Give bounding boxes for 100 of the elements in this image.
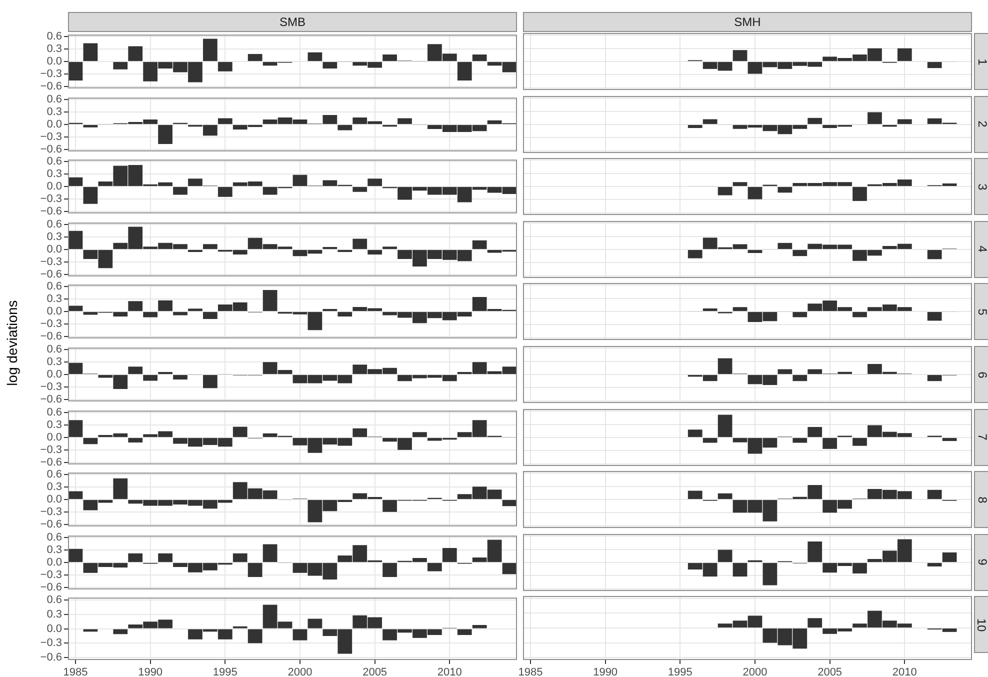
- x-tick-label: 2005: [818, 667, 842, 677]
- bar: [927, 312, 942, 322]
- bar: [398, 118, 412, 124]
- bar: [412, 432, 427, 437]
- bar: [457, 630, 472, 636]
- bar: [68, 491, 83, 500]
- text: 2: [975, 120, 988, 128]
- x-tick-label: 1995: [668, 667, 692, 677]
- y-tick-label: 0.3: [46, 356, 62, 368]
- bar: [897, 48, 912, 61]
- text: 4: [975, 246, 988, 253]
- bar: [322, 62, 338, 69]
- y-tick-label: −0.3: [40, 318, 62, 330]
- bar: [68, 230, 83, 249]
- text: 3: [975, 183, 988, 190]
- bar: [368, 250, 382, 254]
- bar: [188, 308, 202, 312]
- bar: [68, 306, 83, 312]
- bar: [718, 414, 732, 437]
- bar: [128, 438, 143, 442]
- y-tick-label: 0.0: [46, 56, 62, 68]
- bar: [218, 187, 232, 198]
- y-tick-label: 0.3: [46, 294, 62, 306]
- y-tick-label: −0.6: [40, 652, 62, 664]
- bar: [472, 54, 487, 61]
- bar: [83, 43, 98, 61]
- y-tick-label: 0.3: [46, 418, 62, 431]
- bar: [68, 178, 83, 186]
- bar: [248, 630, 262, 644]
- bar: [732, 308, 748, 312]
- bar: [897, 118, 912, 124]
- y-tick-label: 0.0: [46, 243, 62, 256]
- bar: [808, 118, 822, 124]
- bar: [502, 500, 517, 506]
- bar: [732, 182, 748, 186]
- y-tick-label: 0.3: [46, 43, 62, 56]
- bar: [732, 50, 748, 61]
- bar: [113, 62, 128, 70]
- bar: [688, 250, 702, 258]
- bar: [702, 118, 718, 124]
- y-tick-label: −0.3: [40, 130, 62, 143]
- bar: [262, 544, 278, 562]
- y-tick-label: 0.6: [46, 344, 62, 356]
- bar: [113, 478, 128, 500]
- bar: [292, 630, 308, 641]
- bar: [778, 187, 792, 193]
- bar: [128, 553, 143, 562]
- bar: [248, 54, 262, 61]
- bar: [113, 630, 128, 634]
- bar: [158, 300, 172, 312]
- y-tick-label: 0.0: [46, 431, 62, 444]
- y-tick-label: 0.6: [46, 468, 62, 481]
- x-tick-label: 2010: [892, 667, 917, 677]
- x-tick-label: 1990: [593, 667, 618, 677]
- bar: [173, 375, 188, 380]
- y-tick-label: −0.6: [40, 142, 62, 155]
- y-tick-label: −0.6: [40, 80, 62, 92]
- y-tick-label: −0.6: [40, 268, 62, 280]
- y-tick-label: −0.3: [40, 444, 62, 456]
- x-tick-label: 2000: [288, 667, 312, 677]
- y-tick-label: −0.6: [40, 518, 62, 531]
- chart-title: SMH: [523, 12, 972, 32]
- y-tick-label: 0.0: [46, 494, 62, 506]
- bar: [852, 438, 867, 446]
- bar: [852, 312, 867, 318]
- bar: [128, 46, 143, 61]
- bar: [382, 246, 397, 249]
- y-tick-label: 0.6: [46, 218, 62, 230]
- bar: [702, 308, 718, 312]
- y-tick-label: −0.3: [40, 506, 62, 518]
- text: 5: [975, 308, 988, 316]
- bar: [688, 429, 702, 437]
- y-tick-label: −0.6: [40, 206, 62, 218]
- bar: [732, 562, 748, 576]
- text: 6: [975, 371, 988, 378]
- y-tick-label: −0.3: [40, 68, 62, 80]
- bar: [173, 187, 188, 195]
- bar: [927, 490, 942, 500]
- text: 8: [975, 496, 988, 504]
- y-axis-title: log deviations: [4, 300, 20, 386]
- y-tick-label: 0.0: [46, 368, 62, 381]
- bar: [308, 619, 322, 629]
- y-tick-label: 0.6: [46, 156, 62, 168]
- text: 1: [975, 58, 988, 65]
- bar: [218, 118, 232, 124]
- bar: [718, 187, 732, 196]
- y-tick-label: −0.6: [40, 330, 62, 343]
- bar: [457, 62, 472, 81]
- bar: [218, 62, 232, 72]
- y-tick-label: 0.0: [46, 118, 62, 130]
- bar: [688, 124, 702, 128]
- bar: [68, 420, 83, 437]
- bar: [472, 625, 487, 629]
- bar: [128, 366, 143, 374]
- bar: [852, 187, 867, 202]
- x-tick-label: 1990: [138, 667, 163, 677]
- text: 7: [975, 434, 988, 440]
- bar: [927, 62, 942, 68]
- bar: [158, 124, 172, 144]
- bar: [83, 438, 98, 444]
